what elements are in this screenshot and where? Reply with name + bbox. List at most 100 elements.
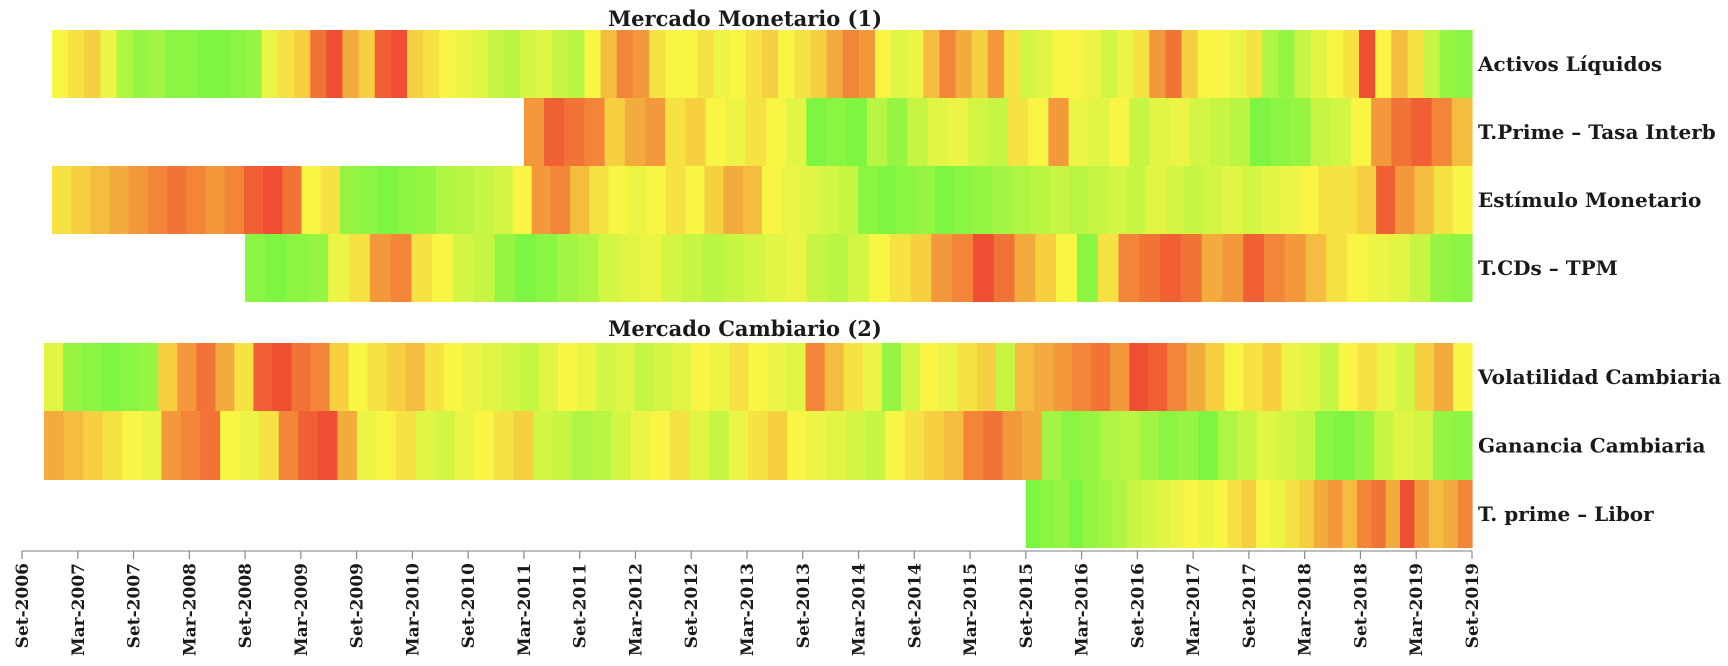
heatmap-cell — [748, 343, 769, 411]
heatmap-cell — [1184, 166, 1204, 234]
heatmap-cell — [1198, 411, 1219, 480]
heatmap-cell — [1319, 343, 1340, 411]
heatmap-cell — [239, 411, 260, 480]
heatmap-cell — [598, 234, 620, 302]
heatmap-cell — [704, 166, 725, 234]
heatmap-cell — [1237, 411, 1258, 480]
x-tick-label: Mar-2015 — [961, 563, 981, 656]
heatmap-cell — [263, 166, 283, 234]
heatmap-cell — [1452, 166, 1473, 234]
heatmap-cell — [745, 30, 763, 98]
heatmap-cell — [245, 30, 263, 98]
heatmap-cell — [1126, 166, 1147, 234]
heatmap-cell — [396, 411, 417, 480]
heatmap-cell — [1107, 166, 1128, 234]
heatmap-cell — [500, 343, 521, 411]
heatmap-cell — [619, 234, 641, 302]
x-tick-label: Mar-2010 — [403, 563, 423, 656]
heatmap-cell — [474, 411, 495, 480]
panel-title-cambiario: Mercado Cambiario (2) — [608, 316, 882, 341]
heatmap-cell — [729, 343, 750, 411]
heatmap-cell — [848, 234, 870, 302]
heatmap-cell — [987, 30, 1005, 98]
x-tick-label: Set-2017 — [1240, 563, 1260, 648]
heatmap-cell — [713, 30, 731, 98]
heatmap-cell — [1118, 234, 1140, 302]
heatmap-cell — [253, 343, 274, 411]
heatmap-cell — [197, 30, 214, 98]
heatmap-cell — [764, 234, 787, 302]
heatmap-cell — [454, 166, 475, 234]
heatmap-cell — [376, 411, 397, 480]
heatmap-cell — [513, 411, 534, 480]
x-tick-label: Set-2018 — [1351, 563, 1371, 648]
heatmap-cell — [1342, 30, 1360, 98]
heatmap-cell — [63, 343, 83, 411]
heatmap-cell — [102, 411, 123, 480]
heatmap-cell — [666, 166, 686, 234]
heatmap-cell — [806, 98, 828, 166]
heatmap-cell — [1112, 480, 1128, 548]
heatmap-cell — [435, 166, 456, 234]
heatmap-cell — [972, 234, 995, 302]
heatmap-cell — [838, 166, 859, 234]
heatmap-cell — [1318, 166, 1339, 234]
heatmap-cell — [611, 411, 632, 480]
heatmap-cell — [1169, 480, 1185, 548]
heatmap-cell — [378, 166, 399, 234]
heatmap-cell — [1356, 480, 1372, 548]
heatmap-cell — [725, 98, 747, 166]
heatmap-cell — [348, 343, 369, 411]
row-label: Ganancia Cambiaria — [1478, 434, 1705, 458]
x-tick-label: Mar-2011 — [515, 563, 535, 656]
heatmap-cell — [356, 411, 378, 480]
heatmap-cell — [1451, 234, 1473, 302]
heatmap-cell — [963, 411, 984, 480]
heatmap-cell — [519, 30, 537, 98]
heatmap-cell — [1155, 480, 1171, 548]
heatmap-cell — [786, 98, 807, 166]
heatmap-cell — [570, 166, 590, 234]
heatmap-cell — [685, 98, 707, 166]
heatmap-cell — [634, 343, 654, 411]
heatmap-cell — [1041, 411, 1062, 480]
heatmap-cell — [1328, 480, 1344, 548]
heatmap-cell — [1299, 166, 1320, 234]
heatmap-cell — [1305, 234, 1328, 302]
heatmap-cell — [866, 98, 888, 166]
heatmap-cell — [1246, 30, 1263, 98]
heatmap-cell — [1407, 30, 1425, 98]
heatmap-cell — [1129, 98, 1150, 166]
x-tick-label: Mar-2017 — [1184, 563, 1204, 656]
heatmap-cell — [608, 166, 629, 234]
heatmap-cell — [481, 343, 502, 411]
heatmap-cell — [723, 234, 745, 302]
heatmap-cell — [1053, 343, 1073, 411]
heatmap-cell — [924, 411, 945, 480]
heatmap-cell — [1428, 480, 1444, 548]
heatmap-cell — [1049, 166, 1070, 234]
heatmap-cell — [577, 343, 597, 411]
heatmap-cell — [1439, 30, 1457, 98]
heatmap-cell — [767, 343, 788, 411]
heatmap-cell — [83, 411, 104, 480]
heatmap-cell — [1284, 480, 1300, 548]
heatmap-cell — [1080, 411, 1101, 480]
heatmap-cell — [1229, 98, 1251, 166]
heatmap-cell — [644, 98, 666, 166]
heatmap-cell — [1229, 30, 1247, 98]
heatmap-cell — [84, 30, 102, 98]
heatmap-cell — [1178, 411, 1199, 480]
heatmap-cell — [390, 234, 413, 302]
heatmap-cell — [1054, 480, 1070, 548]
heatmap-cell — [1213, 30, 1231, 98]
x-tick-label: Set-2010 — [459, 563, 479, 648]
heatmap-cell — [1241, 166, 1262, 234]
heatmap-cell — [1385, 480, 1401, 548]
heatmap-cell — [646, 166, 667, 234]
heatmap-cell — [702, 234, 724, 302]
heatmap-cell — [128, 166, 149, 234]
heatmap-cell — [317, 411, 339, 480]
heatmap-cell — [261, 30, 279, 98]
heatmap-cell — [1350, 98, 1372, 166]
